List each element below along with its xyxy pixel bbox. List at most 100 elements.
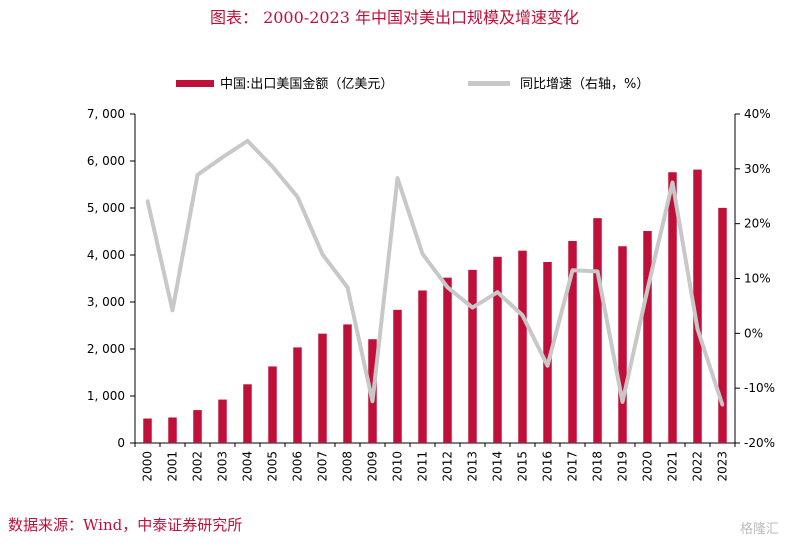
- watermark: 格隆汇: [740, 518, 779, 537]
- bar-2020: [643, 231, 652, 443]
- growth-point-2018: [596, 269, 599, 273]
- x-tick-label: 2023: [716, 451, 730, 482]
- x-tick-label: 2001: [166, 451, 180, 482]
- growth-point-2022: [696, 327, 699, 331]
- growth-point-2007: [321, 252, 324, 256]
- bar-2005: [268, 366, 277, 443]
- y-right-tick-label: -20%: [744, 436, 775, 450]
- y-left-tick-label: 1, 000: [87, 389, 125, 403]
- y-right-tick-label: 40%: [744, 107, 771, 121]
- growth-point-2011: [421, 252, 424, 256]
- x-tick-label: 2015: [516, 451, 530, 482]
- x-tick-label: 2020: [641, 451, 655, 482]
- x-tick-label: 2010: [391, 451, 405, 482]
- growth-point-2023: [721, 403, 724, 407]
- growth-point-2006: [296, 195, 299, 199]
- chart-title: 图表： 2000-2023 年中国对美出口规模及增速变化: [209, 8, 580, 27]
- source-note: 数据来源：Wind，中泰证券研究所: [8, 516, 243, 534]
- bar-2008: [343, 324, 352, 443]
- growth-point-2013: [471, 306, 474, 310]
- axes: 0 1, 000 2, 000 3, 000 4, 000 5, 000 6, 000 7, …: [87, 107, 775, 450]
- x-tick-label: 2022: [691, 451, 705, 482]
- legend: 中国:出口美国金额（亿美元） 同比增速（右轴，%）: [176, 76, 649, 92]
- legend-bar-swatch: [176, 80, 214, 87]
- bar-2011: [418, 290, 427, 443]
- x-tick-label: 2007: [316, 451, 330, 482]
- y-left-tick-label: 2, 000: [87, 342, 125, 356]
- x-tick-label: 2004: [241, 451, 255, 482]
- bar-2004: [243, 384, 252, 443]
- bar-2010: [393, 309, 402, 443]
- bar-2003: [218, 399, 227, 443]
- bar-2017: [568, 240, 577, 443]
- bar-2023: [718, 207, 727, 443]
- bar-2006: [293, 347, 302, 443]
- x-tick-label: 2021: [666, 451, 680, 482]
- bar-2012: [443, 277, 452, 443]
- growth-point-2012: [446, 285, 449, 289]
- growth-point-2015: [521, 313, 524, 317]
- x-tick-label: 2009: [366, 451, 380, 482]
- growth-point-2001: [171, 308, 174, 312]
- x-axis-labels: 2000 2001 2002 2003 2004 2005 2006 2007 2008 2009…: [141, 451, 730, 482]
- growth-point-2017: [571, 268, 574, 272]
- bar-2018: [593, 218, 602, 443]
- legend-line-label: 同比增速（右轴，%）: [520, 77, 649, 92]
- x-tick-label: 2005: [266, 451, 280, 482]
- bar-2022: [693, 169, 702, 443]
- bar-2014: [493, 256, 502, 443]
- x-tick-label: 2019: [616, 451, 630, 482]
- y-right-tick-label: 30%: [744, 162, 771, 176]
- growth-point-2008: [346, 285, 349, 289]
- bar-2016: [543, 262, 552, 443]
- bar-2013: [468, 269, 477, 443]
- bar-2000: [143, 418, 152, 443]
- bar-2001: [168, 417, 177, 443]
- y-left-tick-label: 6, 000: [87, 154, 125, 168]
- x-tick-label: 2003: [216, 451, 230, 482]
- growth-point-2003: [221, 155, 224, 159]
- x-tick-label: 2014: [491, 451, 505, 482]
- growth-point-2004: [246, 139, 249, 143]
- y-right-tick-label: 10%: [744, 272, 771, 286]
- y-left-tick-label: 0: [117, 436, 125, 450]
- bar-2007: [318, 333, 327, 443]
- growth-point-2009: [371, 399, 374, 403]
- growth-point-2021: [671, 181, 674, 185]
- growth-point-2020: [646, 287, 649, 291]
- y-right-tick-label: 0%: [744, 326, 763, 340]
- x-tick-label: 2012: [441, 451, 455, 482]
- bar-series: [143, 169, 727, 443]
- x-tick-label: 2016: [541, 451, 555, 482]
- x-tick-label: 2017: [566, 451, 580, 482]
- bar-2019: [618, 246, 627, 443]
- growth-point-2014: [496, 290, 499, 294]
- y-left-tick-label: 5, 000: [87, 201, 125, 215]
- bar-2021: [668, 172, 677, 443]
- line-series: [145, 138, 725, 407]
- x-tick-label: 2002: [191, 451, 205, 482]
- bar-2015: [518, 250, 527, 443]
- growth-point-2019: [621, 400, 624, 404]
- x-tick-label: 2013: [466, 451, 480, 482]
- x-tick-label: 2008: [341, 451, 355, 482]
- y-left-tick-label: 7, 000: [87, 107, 125, 121]
- growth-point-2005: [271, 165, 274, 169]
- growth-point-2000: [146, 199, 149, 203]
- bar-2002: [193, 410, 202, 443]
- y-left-tick-label: 4, 000: [87, 248, 125, 262]
- y-right-tick-label: 20%: [744, 217, 771, 231]
- y-right-tick-label: -10%: [744, 381, 775, 395]
- x-tick-label: 2011: [416, 451, 430, 482]
- y-left-tick-label: 3, 000: [87, 295, 125, 309]
- legend-bar-label: 中国:出口美国金额（亿美元）: [220, 76, 393, 92]
- growth-point-2002: [196, 173, 199, 177]
- growth-line: [145, 138, 725, 406]
- growth-point-2016: [546, 364, 549, 368]
- x-tick-label: 2006: [291, 451, 305, 482]
- watermark-text: 格隆汇: [739, 522, 779, 537]
- x-tick-label: 2018: [591, 451, 605, 482]
- growth-point-2010: [396, 176, 399, 180]
- x-tick-label: 2000: [141, 451, 155, 482]
